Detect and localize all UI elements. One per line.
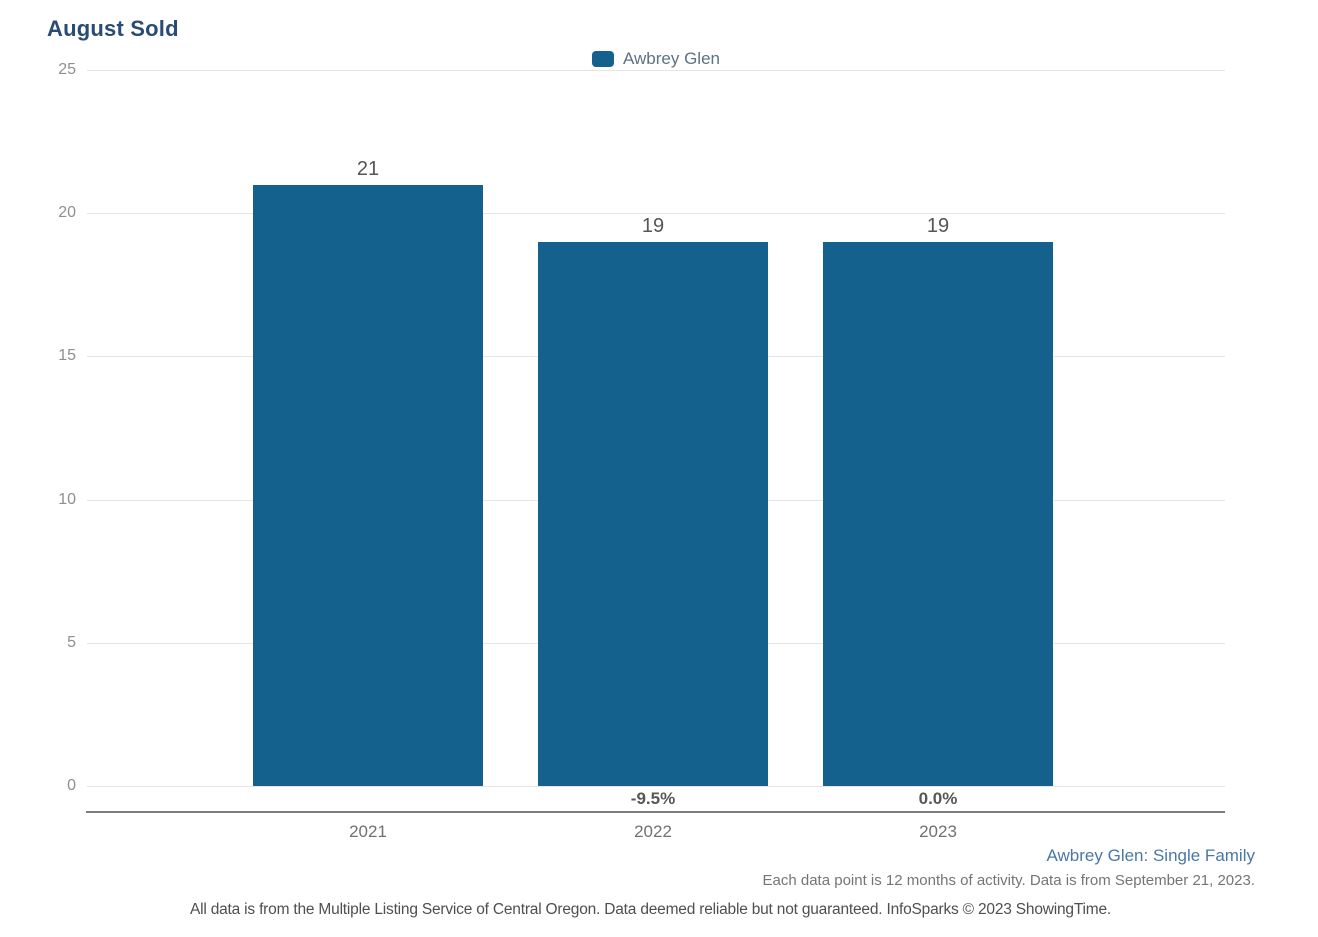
y-axis-tick-label: 20 (58, 204, 76, 222)
bar-value-label: 21 (356, 157, 380, 180)
chart-title: August Sold (47, 16, 179, 41)
gridline (87, 213, 1225, 215)
y-axis-tick-label: 25 (58, 61, 76, 78)
x-axis-line (86, 811, 1225, 813)
bar-group-2022: 19 (538, 70, 768, 786)
bar-2023[interactable] (823, 241, 1053, 786)
bar-value-label: 19 (926, 214, 950, 237)
y-axis-tick-label: 0 (67, 777, 76, 794)
legend-label: Awbrey Glen (622, 49, 720, 68)
y-axis-tick-label: 5 (67, 633, 76, 651)
y-axis-tick-label: 10 (58, 490, 76, 508)
y-axis: 25 20 15 10 5 0 (0, 61, 76, 794)
legend-swatch-icon (591, 51, 614, 67)
gridline (87, 786, 1225, 787)
x-axis-label-2021: 2021 (349, 822, 387, 841)
disclaimer-note: All data is from the Multiple Listing Se… (189, 901, 1112, 918)
y-axis-tick-label: 15 (58, 347, 76, 365)
x-axis-label-2023: 2023 (919, 822, 957, 841)
data-point-note: Each data point is 12 months of activity… (762, 872, 1255, 889)
gridline (87, 70, 1225, 71)
bar-2022[interactable] (538, 241, 768, 786)
pct-change-label-2022: -9.5% (630, 789, 676, 808)
legend-item-awbrey-glen[interactable]: Awbrey Glen (591, 49, 720, 69)
bar-2021[interactable] (253, 184, 483, 786)
bar-value-label: 19 (641, 214, 665, 237)
series-note: Awbrey Glen: Single Family (1046, 846, 1256, 865)
pct-change-label-2023: 0.0% (918, 789, 958, 808)
x-axis-label-2022: 2022 (634, 822, 672, 841)
bar-group-2023: 19 (823, 70, 1053, 786)
legend: Awbrey Glen (87, 48, 1225, 70)
plot-area: 21 19 19 (87, 70, 1225, 787)
bar-group-2021: 21 (253, 70, 483, 786)
